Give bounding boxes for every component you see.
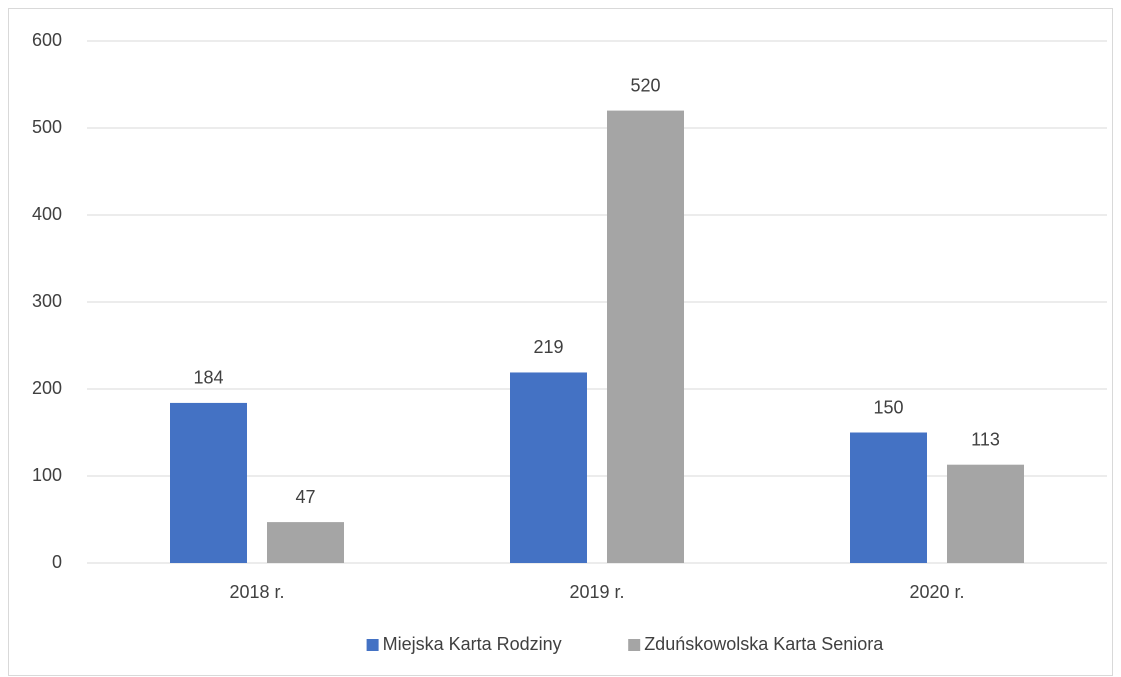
data-label: 150 xyxy=(873,397,903,417)
bar xyxy=(947,464,1024,563)
legend-label: Zduńskowolska Karta Seniora xyxy=(644,634,884,654)
y-tick-label: 500 xyxy=(32,117,62,137)
y-tick-label: 100 xyxy=(32,465,62,485)
bar xyxy=(607,110,684,563)
bar xyxy=(510,372,587,563)
data-label: 47 xyxy=(295,487,315,507)
data-label: 113 xyxy=(971,429,1000,449)
bar xyxy=(267,522,344,563)
legend-swatch xyxy=(366,639,379,651)
data-label: 520 xyxy=(630,75,660,95)
y-tick-label: 0 xyxy=(52,552,62,572)
chart-border xyxy=(8,8,1113,676)
y-tick-label: 600 xyxy=(32,30,62,50)
legend-swatch xyxy=(628,639,641,651)
bar xyxy=(170,402,247,563)
x-tick-label: 2018 r. xyxy=(229,582,284,602)
bar xyxy=(850,432,927,563)
legend-label: Miejska Karta Rodziny xyxy=(383,634,562,654)
data-label: 184 xyxy=(193,368,223,388)
data-label: 219 xyxy=(533,337,563,357)
y-tick-label: 200 xyxy=(32,378,62,398)
y-tick-label: 300 xyxy=(32,291,62,311)
x-tick-label: 2019 r. xyxy=(569,582,624,602)
x-tick-label: 2020 r. xyxy=(909,582,964,602)
y-tick-label: 400 xyxy=(32,204,62,224)
